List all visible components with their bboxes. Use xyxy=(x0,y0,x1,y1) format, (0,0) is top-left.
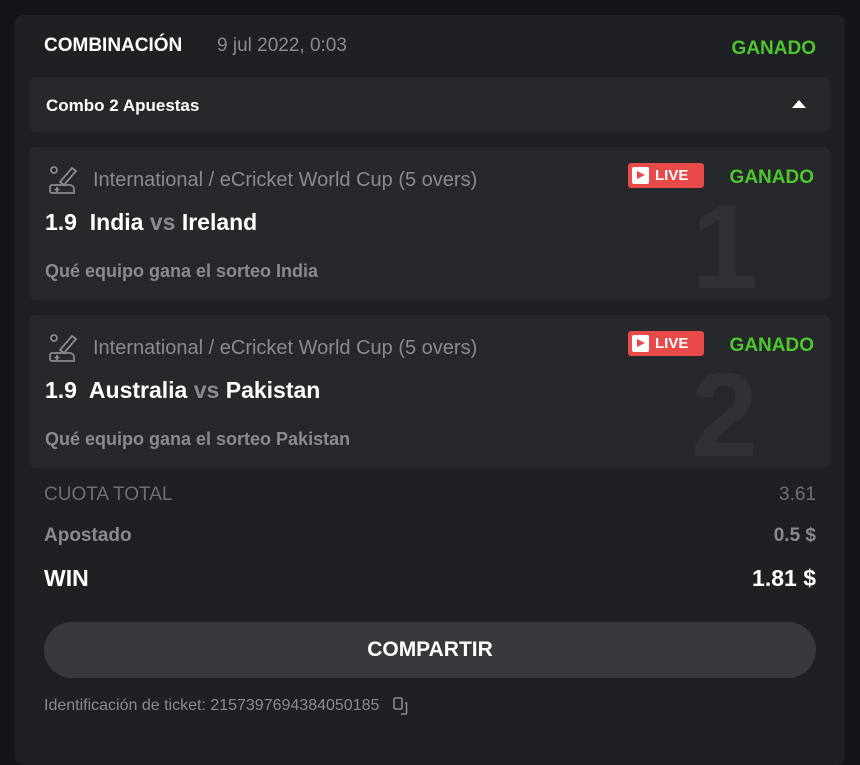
odds: 1.9 xyxy=(45,209,77,235)
win-value: 1.81 $ xyxy=(752,565,816,591)
esports-cricket-icon xyxy=(49,334,78,362)
home-team: India xyxy=(89,209,144,235)
live-label: LIVE xyxy=(655,167,689,184)
match-line: 1.9 Australia vs Pakistan xyxy=(45,377,320,404)
win-label: WIN xyxy=(44,565,89,591)
live-label: LIVE xyxy=(655,335,689,352)
copy-icon[interactable] xyxy=(391,696,411,716)
market-selection: Qué equipo gana el sorteo Pakistan xyxy=(45,429,351,449)
play-icon xyxy=(632,167,649,184)
odds: 1.9 xyxy=(45,377,77,403)
live-badge: LIVE xyxy=(628,163,704,188)
chevron-up-icon xyxy=(792,100,806,108)
bet-status: GANADO xyxy=(729,335,814,356)
match-line: 1.9 India vs Ireland xyxy=(45,209,257,236)
staked-label: Apostado xyxy=(44,525,132,546)
bet-index: 2 xyxy=(691,348,758,468)
bet-ticket-card: COMBINACIÓN 9 jul 2022, 0:03 GANADO Comb… xyxy=(15,15,845,765)
combo-toggle[interactable]: Combo 2 Apuestas xyxy=(30,77,830,132)
away-team: Pakistan xyxy=(225,377,321,403)
away-team: Ireland xyxy=(181,209,258,235)
total-odds-value: 3.61 xyxy=(779,484,816,505)
win-row: WIN 1.81 $ xyxy=(44,565,816,592)
league-name: International / eCricket World Cup (5 ov… xyxy=(93,337,478,359)
combo-label: Combo 2 Apuestas xyxy=(46,96,200,115)
esports-cricket-icon xyxy=(49,166,78,194)
play-icon xyxy=(632,335,649,352)
home-team: Australia xyxy=(88,377,188,403)
bet-item: 2 International / eCricket World Cup (5 … xyxy=(30,315,830,468)
ticket-date: 9 jul 2022, 0:03 xyxy=(217,35,347,56)
staked-value: 0.5 $ xyxy=(773,525,816,546)
ticket-id: Identificación de ticket: 21573976943840… xyxy=(44,696,411,716)
live-badge: LIVE xyxy=(628,331,704,356)
market-selection: Qué equipo gana el sorteo India xyxy=(45,261,319,281)
vs-label: vs xyxy=(193,377,220,403)
total-odds-label: CUOTA TOTAL xyxy=(44,484,173,505)
bet-item: 1 International / eCricket World Cup (5 … xyxy=(30,147,830,300)
total-odds-row: CUOTA TOTAL 3.61 xyxy=(44,484,816,506)
ticket-status: GANADO xyxy=(731,38,816,59)
staked-row: Apostado 0.5 $ xyxy=(44,525,816,547)
share-button[interactable]: COMPARTIR xyxy=(44,622,816,678)
bet-index: 1 xyxy=(691,180,758,300)
vs-label: vs xyxy=(149,209,176,235)
bet-status: GANADO xyxy=(729,167,814,188)
ticket-type: COMBINACIÓN xyxy=(44,35,183,56)
ticket-id-label: Identificación de ticket: 21573976943840… xyxy=(44,697,380,714)
league-name: International / eCricket World Cup (5 ov… xyxy=(93,169,478,191)
